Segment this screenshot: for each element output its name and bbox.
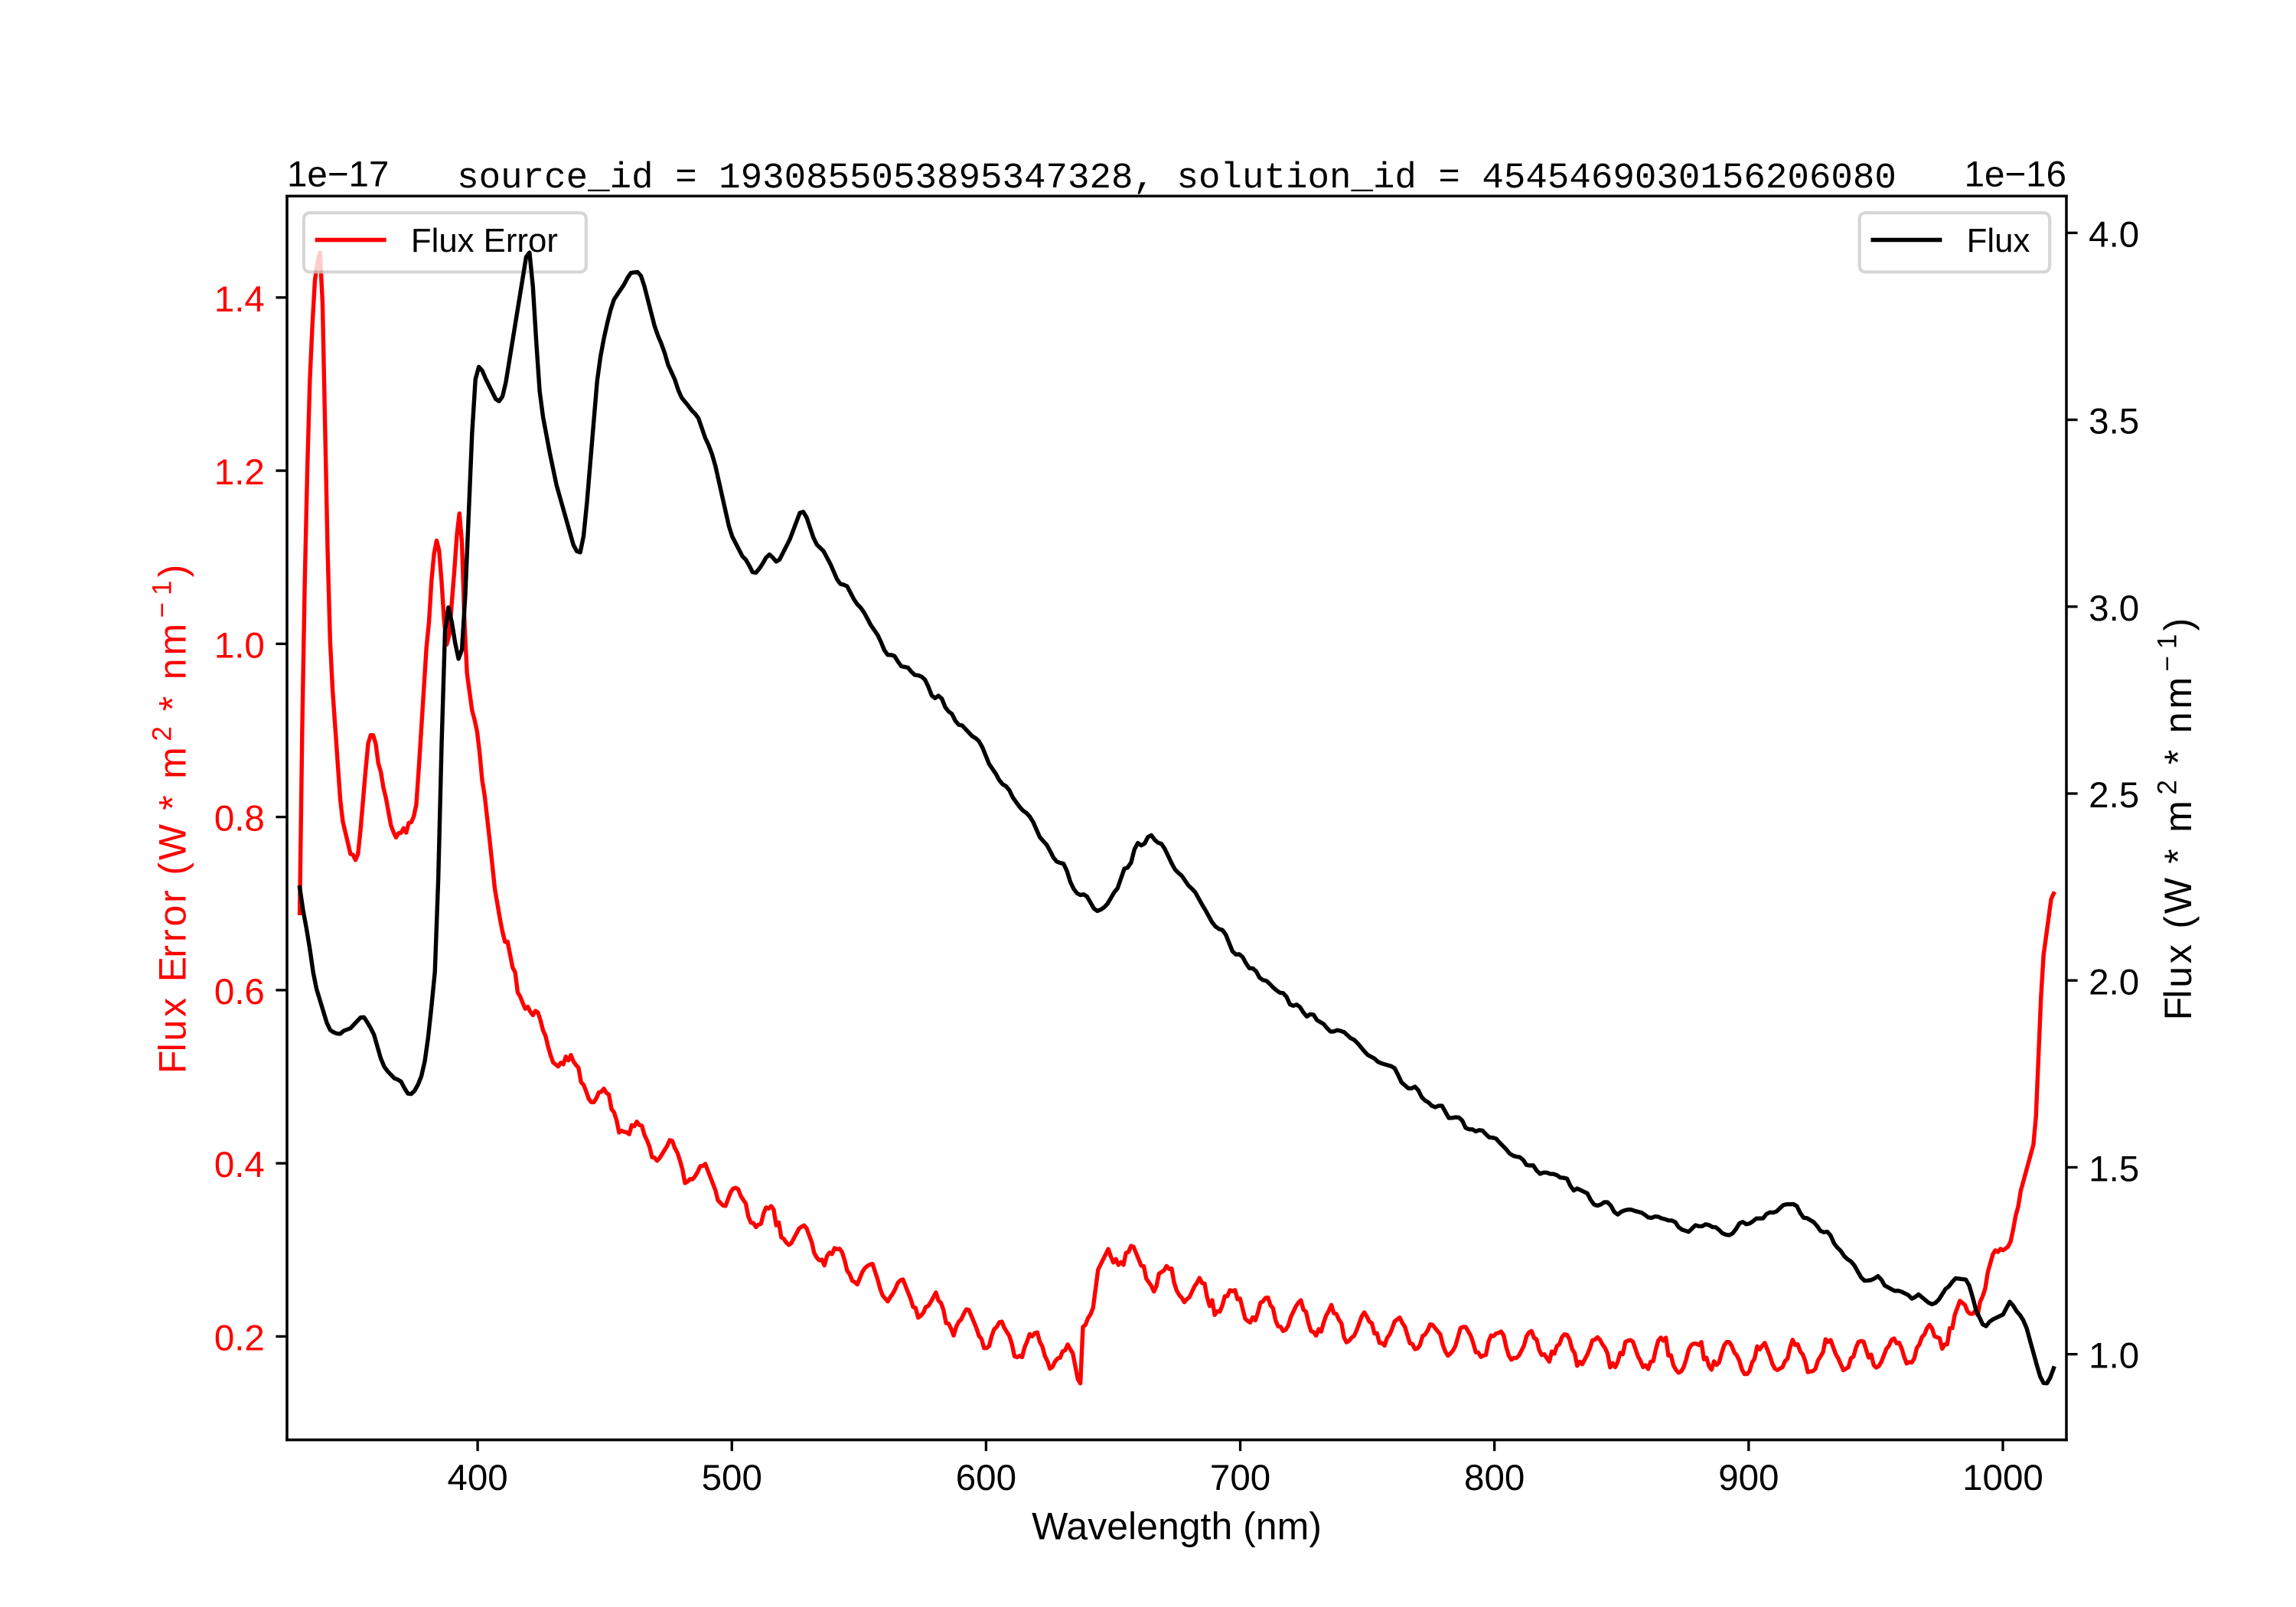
svg-text:1.4: 1.4 bbox=[214, 279, 265, 320]
svg-text:1.0: 1.0 bbox=[214, 625, 265, 666]
svg-text:3.0: 3.0 bbox=[2089, 588, 2139, 629]
svg-text:800: 800 bbox=[1464, 1458, 1525, 1498]
svg-text:0.6: 0.6 bbox=[214, 972, 265, 1012]
svg-text:700: 700 bbox=[1210, 1458, 1270, 1498]
svg-text:600: 600 bbox=[956, 1458, 1016, 1498]
svg-text:0.4: 0.4 bbox=[214, 1145, 265, 1185]
svg-text:2.0: 2.0 bbox=[2089, 962, 2139, 1002]
svg-text:Flux: Flux bbox=[1967, 222, 2030, 259]
svg-text:1e−16: 1e−16 bbox=[1965, 155, 2066, 195]
svg-text:Wavelength (nm): Wavelength (nm) bbox=[1032, 1504, 1322, 1547]
svg-text:0.2: 0.2 bbox=[214, 1318, 265, 1358]
svg-text:2.5: 2.5 bbox=[2089, 775, 2139, 816]
svg-text:3.5: 3.5 bbox=[2089, 402, 2139, 442]
svg-text:500: 500 bbox=[702, 1458, 762, 1498]
svg-text:Flux Error: Flux Error bbox=[411, 222, 558, 259]
svg-text:4.0: 4.0 bbox=[2089, 214, 2139, 255]
svg-text:900: 900 bbox=[1718, 1458, 1779, 1498]
svg-text:1.0: 1.0 bbox=[2089, 1336, 2139, 1377]
svg-text:source_id = 193085505389534732: source_id = 1930855053895347328, solutio… bbox=[457, 158, 1896, 199]
svg-text:1.2: 1.2 bbox=[214, 452, 265, 493]
svg-text:1e−17: 1e−17 bbox=[287, 155, 389, 195]
svg-text:1000: 1000 bbox=[1962, 1458, 2043, 1498]
svg-text:400: 400 bbox=[447, 1458, 507, 1498]
svg-text:1.5: 1.5 bbox=[2089, 1149, 2139, 1189]
svg-text:0.8: 0.8 bbox=[214, 799, 265, 839]
